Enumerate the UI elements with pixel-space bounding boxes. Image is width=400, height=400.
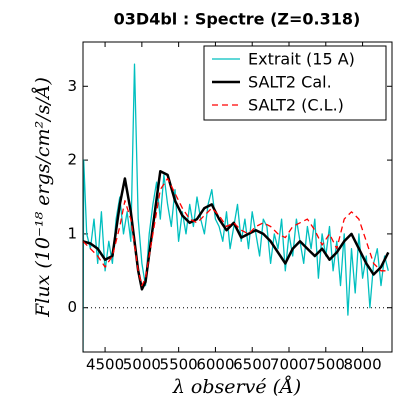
x-tick-label: 8000: [343, 356, 381, 374]
chart-title: 03D4bl : Spectre (Z=0.318): [114, 10, 361, 29]
x-tick-label: 4500: [86, 356, 124, 374]
plot-frame: [82, 41, 393, 353]
x-tick-label: 7500: [307, 356, 345, 374]
y-axis-label: Flux (10⁻¹⁸ ergs/cm²/s/Å): [32, 77, 54, 318]
legend-label: SALT2 (C.L.): [248, 96, 344, 115]
x-tick-label: 5000: [123, 356, 161, 374]
x-axis-label: λ observé (Å): [172, 376, 301, 398]
x-tick-label: 6000: [196, 356, 234, 374]
series-line: [83, 169, 390, 291]
legend-label: SALT2 Cal.: [248, 73, 332, 92]
series-line: [83, 177, 389, 287]
y-tick-label: 3: [67, 77, 77, 95]
legend-label: Extrait (15 A): [248, 50, 355, 69]
y-tick-label: 0: [67, 298, 77, 316]
y-tick-label: 1: [67, 224, 77, 242]
x-tick-label: 5500: [160, 356, 198, 374]
y-tick-label: 2: [67, 151, 77, 169]
x-tick-label: 6500: [233, 356, 271, 374]
x-tick-label: 7000: [270, 356, 308, 374]
series-line: [83, 63, 389, 352]
